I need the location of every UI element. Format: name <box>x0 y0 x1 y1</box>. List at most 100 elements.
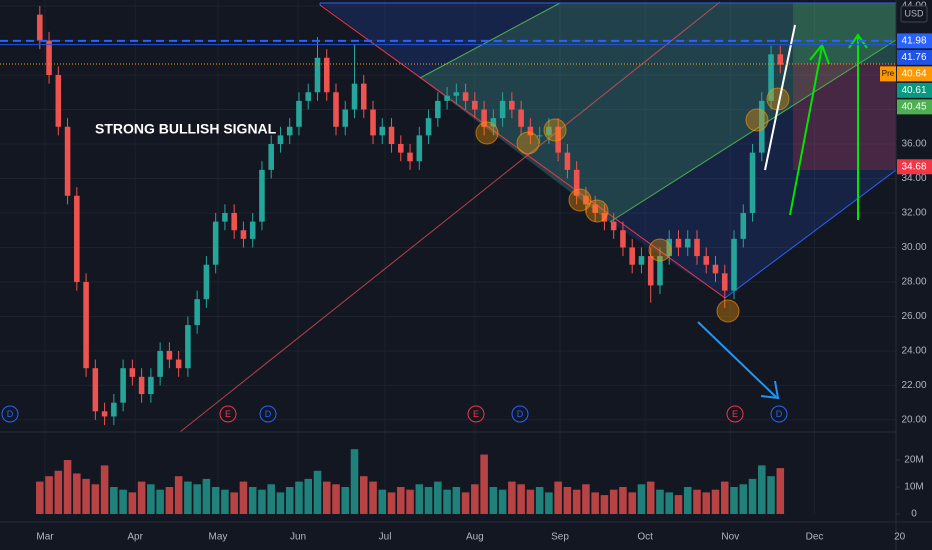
volume-bar <box>202 478 211 514</box>
volume-bar <box>720 481 729 514</box>
candle-body <box>342 109 349 127</box>
event-marker-label: D <box>776 409 783 419</box>
y-tick-label: 24.00 <box>901 346 926 357</box>
candle-body <box>592 204 598 213</box>
price-label-box <box>897 66 932 82</box>
volume-bar <box>63 459 72 514</box>
arrow-line <box>789 46 823 216</box>
volume-bar <box>628 492 636 514</box>
price-label-box <box>897 159 932 175</box>
volume-bar <box>73 473 81 514</box>
candle-body <box>138 376 145 395</box>
candle-body <box>157 350 163 377</box>
candle-body <box>731 238 737 291</box>
highlight-circles <box>475 87 790 323</box>
volume-bar <box>443 489 451 514</box>
candle-body <box>444 95 450 101</box>
candle-body <box>212 221 219 265</box>
candle-body <box>657 256 663 286</box>
candle-body <box>64 126 71 196</box>
volume-bar <box>276 492 285 514</box>
candle-body <box>518 109 524 127</box>
candle-body <box>74 195 80 282</box>
volume-bar <box>359 476 368 514</box>
event-marker <box>219 405 237 423</box>
candle-body <box>120 368 126 403</box>
volume-bar <box>415 484 424 514</box>
volume-bar <box>683 486 692 514</box>
candle-body <box>101 411 108 417</box>
candle-body <box>703 256 710 265</box>
y-tick-label: 34.00 <box>901 173 926 184</box>
volume-bar <box>369 481 377 514</box>
volume-bar <box>350 449 359 514</box>
volume-bar <box>693 489 701 514</box>
y-tick-label: 36.00 <box>901 139 926 150</box>
volume-bar <box>489 486 498 514</box>
x-tick-label: Sep <box>551 532 569 543</box>
volume-bar <box>128 492 137 514</box>
event-marker-label: E <box>473 409 479 419</box>
volume-bar <box>646 481 655 514</box>
highlight-circle <box>475 121 499 145</box>
candle-body <box>240 230 247 239</box>
candle-body <box>573 169 580 196</box>
y-tick-label: 20.00 <box>901 415 926 426</box>
highlight-circle <box>543 118 567 142</box>
candle-body <box>398 144 404 153</box>
event-marker-label: D <box>7 409 14 419</box>
candle-body <box>305 92 312 101</box>
candle-body <box>314 57 321 93</box>
volume-bar <box>526 489 535 514</box>
x-tick-label: Apr <box>127 532 143 543</box>
channel-edge <box>609 39 897 223</box>
candle-body <box>638 256 645 265</box>
volume-bar <box>137 481 146 514</box>
event-marker <box>1 405 19 423</box>
volume-bar <box>452 486 461 514</box>
event-marker-label: D <box>517 409 524 419</box>
volume-bar <box>341 486 350 514</box>
candle-body <box>83 281 89 369</box>
price-label: 41.76 <box>901 52 926 63</box>
candle-body <box>277 135 284 144</box>
x-tick-label: Jul <box>379 532 392 543</box>
event-marker-label: D <box>265 409 272 419</box>
candle-body <box>462 92 469 101</box>
overlay: STRONG BULLISH SIGNAL <box>95 24 868 400</box>
candle-body <box>379 126 386 136</box>
arrow-head <box>848 33 868 49</box>
volume-bar <box>619 486 627 514</box>
volume-bar <box>295 481 303 514</box>
y-tick-label: 26.00 <box>901 311 926 322</box>
price-label-box <box>897 99 932 115</box>
volume-bar <box>637 484 646 514</box>
volume-tick-label: 10M <box>904 482 923 493</box>
channel-fill <box>320 3 896 222</box>
candle-body <box>416 135 423 162</box>
candle-body <box>111 402 117 417</box>
candle-body <box>92 368 99 412</box>
price-label: 41.98 <box>901 36 926 47</box>
annotation: STRONG BULLISH SIGNAL <box>95 121 277 137</box>
candle-body <box>768 54 774 101</box>
trend-line <box>319 4 726 299</box>
candle-body <box>472 100 478 110</box>
candle-body <box>129 368 136 377</box>
candle-body <box>740 212 747 239</box>
price-tag: Pre <box>882 69 895 78</box>
volume-bar <box>221 489 229 514</box>
volume-bar <box>110 486 118 514</box>
target-zone <box>793 3 896 64</box>
volume-bar <box>36 481 44 514</box>
highlight-circle <box>648 238 672 262</box>
volume-bar <box>100 465 109 514</box>
x-tick-label: Aug <box>466 532 484 543</box>
volume-bar <box>193 484 201 514</box>
volume-bar <box>156 489 164 514</box>
volume-bar <box>665 492 673 514</box>
candle-body <box>712 264 719 274</box>
price-label-box <box>897 49 932 65</box>
y-tick-label: 30.00 <box>901 242 926 253</box>
